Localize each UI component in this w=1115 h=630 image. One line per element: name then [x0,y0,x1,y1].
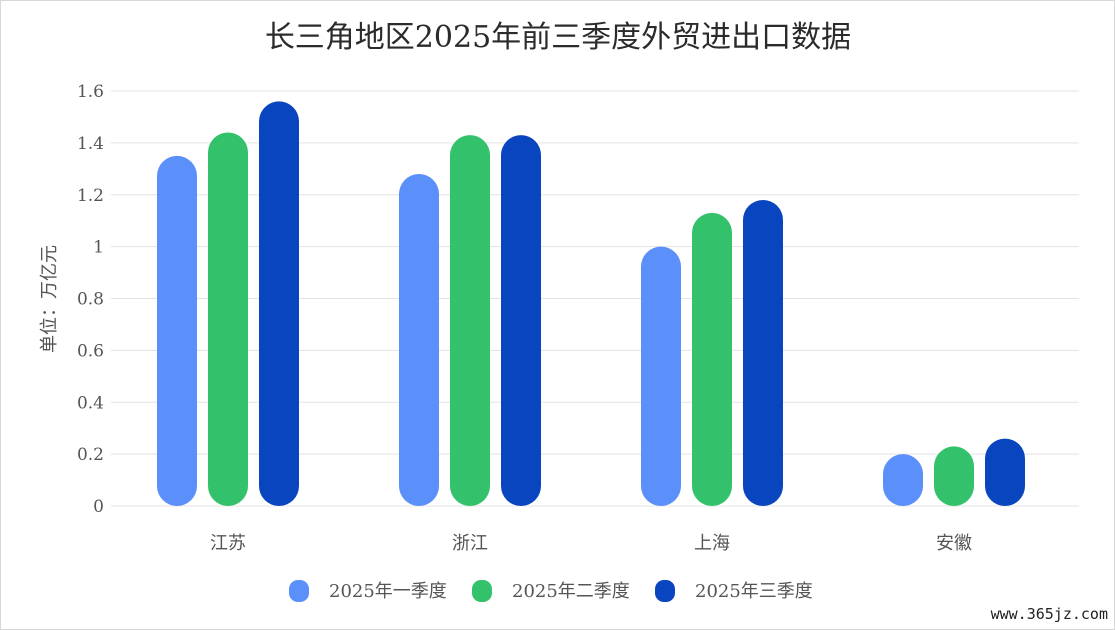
bar [450,135,490,506]
y-tick-label: 0.6 [77,341,104,361]
y-tick-label: 1.2 [77,186,104,206]
y-tick-label: 1 [93,238,104,258]
y-tick-label: 0.8 [77,290,104,310]
y-tick-label: 0.4 [77,393,104,413]
legend-swatch [289,580,309,602]
bar [208,132,248,506]
chart-title: 长三角地区2025年前三季度外贸进出口数据 [265,20,851,55]
x-tick-label: 浙江 [452,533,488,554]
bar [399,174,439,506]
y-tick-label: 0 [93,497,104,517]
bar [157,155,197,506]
y-tick-label: 1.4 [77,134,104,154]
x-tick-label: 安徽 [936,533,972,554]
y-axis-label: 单位：万亿元 [39,245,60,353]
bar [985,438,1025,506]
bar [934,446,974,506]
bar [641,246,681,506]
bar [501,135,541,506]
watermark: www.365jz.com [990,605,1108,623]
legend-label: 2025年二季度 [512,581,630,602]
y-tick-label: 0.2 [77,445,104,465]
bar [743,199,783,506]
y-tick-label: 1.6 [77,82,104,102]
bar [259,101,299,506]
legend-label: 2025年一季度 [329,581,447,602]
bar [692,212,732,506]
legend-swatch [472,580,492,602]
x-tick-label: 江苏 [210,533,246,554]
x-tick-label: 上海 [694,533,730,554]
bar [883,454,923,506]
legend-swatch [655,580,675,602]
legend-label: 2025年三季度 [695,581,813,602]
